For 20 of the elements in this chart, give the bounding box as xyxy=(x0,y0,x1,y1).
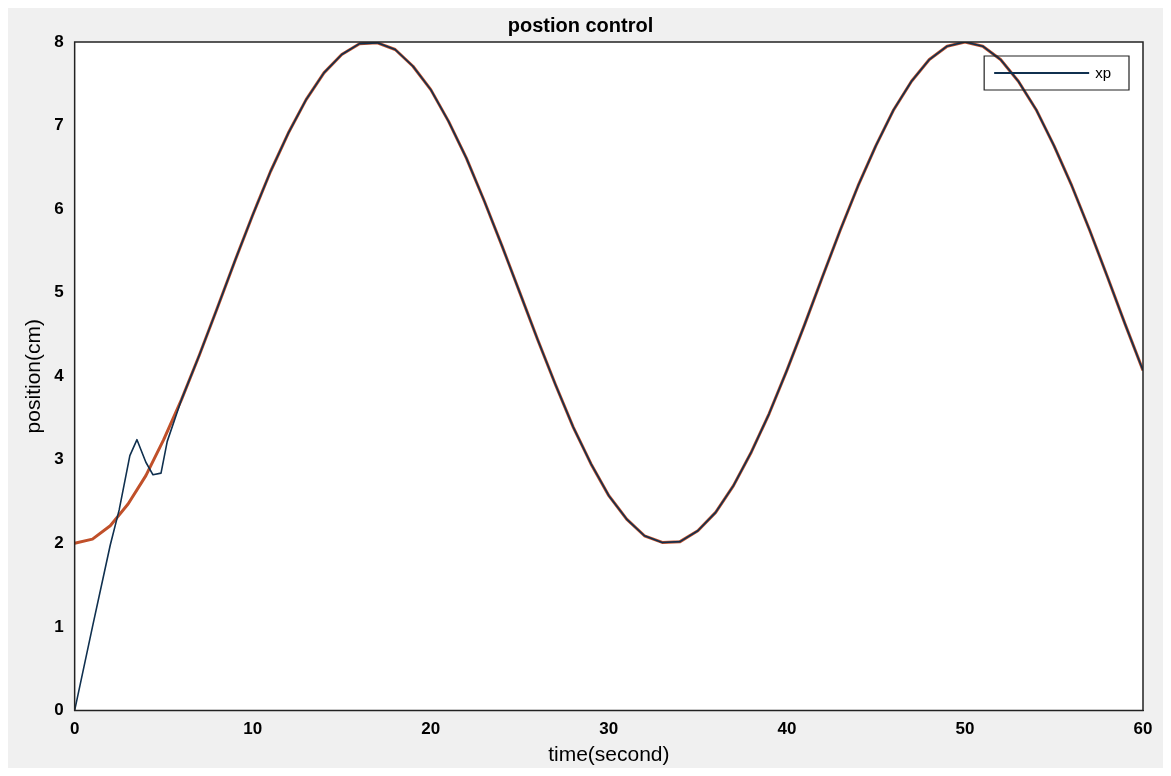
y-tick-label: 8 xyxy=(54,31,64,51)
y-tick-label: 1 xyxy=(54,616,64,636)
y-tick-label: 5 xyxy=(54,282,64,302)
y-tick-label: 7 xyxy=(54,115,64,135)
x-tick-label: 50 xyxy=(955,719,975,739)
y-tick-label: 3 xyxy=(54,449,64,469)
x-tick-label: 60 xyxy=(1133,719,1153,739)
x-tick-label: 30 xyxy=(599,719,619,739)
y-tick-label: 4 xyxy=(54,365,65,385)
x-tick-label: 10 xyxy=(243,719,263,739)
y-axis-title: position(cm) xyxy=(21,319,45,434)
x-tick-label: 0 xyxy=(69,719,80,739)
y-tick-label: 2 xyxy=(54,532,64,552)
y-tick-label: 0 xyxy=(54,700,64,720)
y-tick-label: 6 xyxy=(54,198,64,218)
x-tick-label: 20 xyxy=(421,719,441,739)
chart-title: postion control xyxy=(507,13,654,36)
text: xp xyxy=(1095,64,1111,82)
x-axis-title: time(second) xyxy=(548,742,670,766)
x-tick-label: 40 xyxy=(777,719,797,739)
